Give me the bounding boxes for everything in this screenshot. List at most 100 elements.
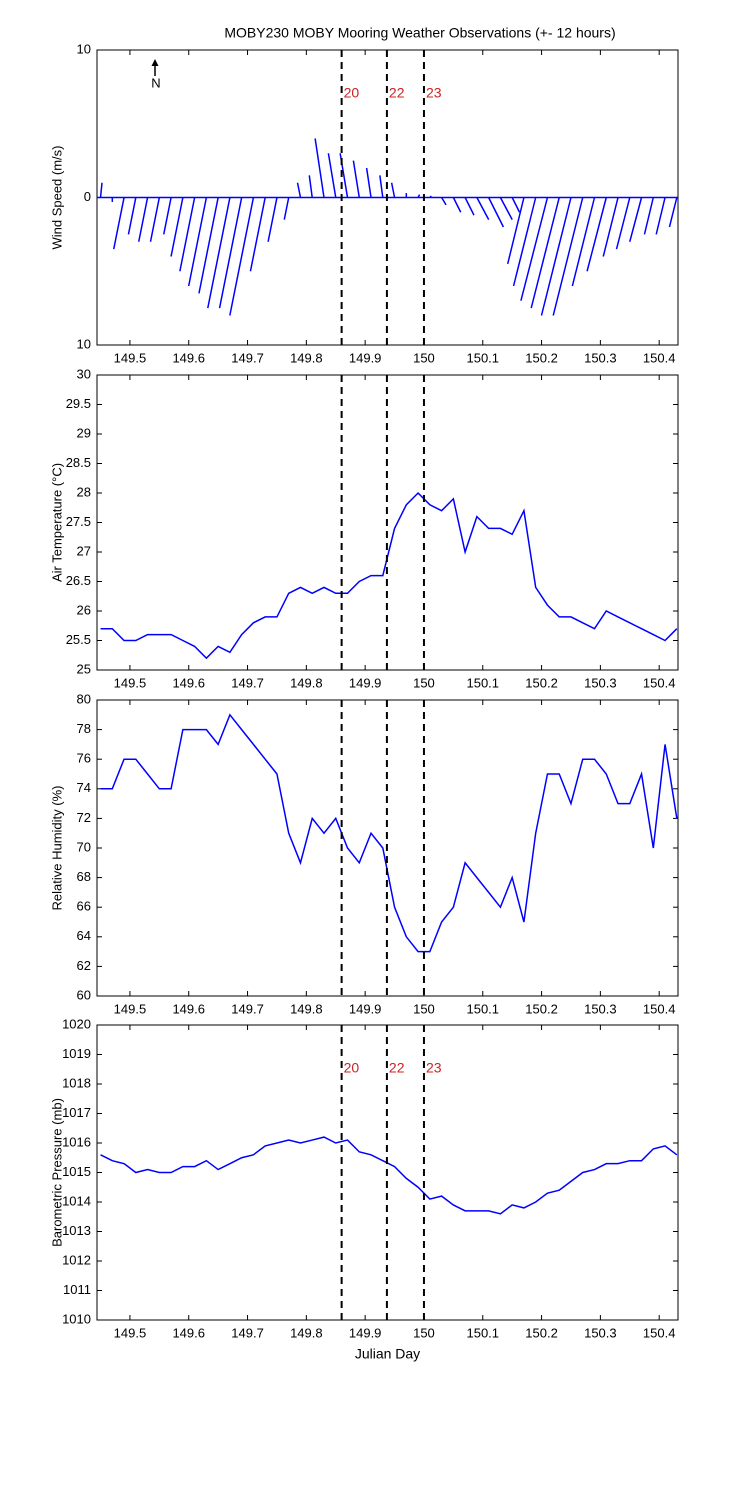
wind-stick: [552, 197, 584, 316]
x-tick-label: 149.5: [114, 1001, 147, 1016]
y-tick-label: 1015: [62, 1164, 91, 1179]
wind-stick: [162, 197, 172, 235]
data-line: [100, 1136, 678, 1215]
x-tick-label: 149.5: [114, 1325, 147, 1340]
y-tick-label: 80: [77, 691, 91, 706]
y-tick-label: 28: [77, 484, 91, 499]
y-tick-label: 76: [77, 751, 91, 766]
wind-stick: [179, 197, 196, 272]
x-tick-label: 149.7: [231, 1325, 264, 1340]
y-tick-label: 1019: [62, 1046, 91, 1061]
wind-stick: [452, 197, 462, 213]
y-tick-label: 1016: [62, 1134, 91, 1149]
x-tick-label: 149.7: [231, 675, 264, 690]
y-tick-label: 66: [77, 899, 91, 914]
event-label: 23: [426, 1060, 442, 1076]
y-axis-label: Relative Humidity (%): [49, 786, 64, 911]
y-tick-label: 70: [77, 839, 91, 854]
x-tick-label: 150.3: [584, 350, 617, 365]
wind-stick: [520, 197, 549, 301]
x-tick-label: 150.4: [643, 1001, 676, 1016]
y-tick-label: 25.5: [66, 632, 91, 647]
x-tick-label: 149.6: [172, 350, 205, 365]
wind-stick: [615, 197, 631, 250]
x-tick-label: 150.1: [466, 1001, 499, 1016]
y-tick-label: 25: [77, 661, 91, 676]
x-tick-label: 149.6: [172, 675, 205, 690]
wind-stick: [540, 197, 572, 316]
y-tick-label: 74: [77, 780, 91, 795]
y-tick-label: 10: [77, 336, 91, 351]
y-tick-label: 78: [77, 721, 91, 736]
event-label: 20: [344, 1060, 360, 1076]
y-tick-label: 1011: [63, 1282, 91, 1297]
wind-stick: [296, 182, 302, 198]
x-tick-label: 149.9: [349, 675, 382, 690]
y-tick-label: 60: [77, 987, 91, 1002]
x-tick-label: 149.9: [349, 350, 382, 365]
x-tick-label: 150.3: [584, 1325, 617, 1340]
x-tick-label: 150.4: [643, 350, 676, 365]
y-tick-label: 1017: [62, 1105, 91, 1120]
event-label: 22: [389, 85, 405, 101]
north-arrow-head: [151, 59, 159, 66]
x-tick-label: 150: [413, 675, 435, 690]
wind-stick: [187, 197, 208, 287]
x-tick-label: 150.3: [584, 1001, 617, 1016]
chart-title: MOBY230 MOBY Mooring Weather Observation…: [224, 25, 615, 41]
y-tick-label: 28.5: [66, 455, 91, 470]
y-axis-label: Air Temperature (°C): [49, 463, 64, 582]
wind-stick: [137, 197, 149, 242]
wind-stick: [390, 182, 396, 198]
x-tick-label: 150: [413, 350, 435, 365]
wind-stick: [417, 194, 421, 198]
y-tick-label: 10: [77, 41, 91, 56]
y-tick-label: 1018: [62, 1075, 91, 1090]
wind-stick: [267, 197, 278, 242]
wind-stick: [571, 197, 596, 287]
x-tick-label: 150.2: [525, 1001, 558, 1016]
wind-stick: [308, 175, 313, 198]
x-tick-label: 149.7: [231, 350, 264, 365]
y-tick-label: 26: [77, 602, 91, 617]
y-tick-label: 68: [77, 869, 91, 884]
wind-stick: [440, 197, 447, 206]
x-tick-label: 149.8: [290, 1325, 323, 1340]
wind-stick: [249, 197, 266, 272]
x-tick-label: 149.6: [172, 1001, 205, 1016]
wind-stick: [499, 197, 513, 220]
wind-stick: [512, 197, 537, 287]
x-tick-label: 149.8: [290, 675, 323, 690]
y-tick-label: 0: [84, 189, 91, 204]
event-label: 22: [389, 1060, 405, 1076]
y-tick-label: 1010: [62, 1311, 91, 1326]
wind-stick: [476, 197, 490, 220]
x-tick-label: 150.2: [525, 350, 558, 365]
x-tick-label: 150: [413, 1001, 435, 1016]
wind-stick: [218, 197, 243, 309]
data-line: [100, 713, 678, 953]
y-tick-label: 29: [77, 425, 91, 440]
y-tick-label: 64: [77, 928, 91, 943]
x-axis-label: Julian Day: [355, 1346, 420, 1362]
wind-stick: [429, 195, 432, 199]
wind-stick: [352, 160, 361, 198]
x-tick-label: 150.2: [525, 675, 558, 690]
wind-stick: [629, 197, 643, 242]
wind-stick: [170, 197, 184, 257]
x-tick-label: 149.5: [114, 675, 147, 690]
y-axis-label: Wind Speed (m/s): [49, 145, 64, 249]
x-tick-label: 150.3: [584, 675, 617, 690]
x-tick-label: 150.2: [525, 1325, 558, 1340]
wind-stick: [149, 197, 161, 242]
x-tick-label: 150: [413, 1325, 435, 1340]
wind-stick: [207, 197, 231, 309]
y-tick-label: 62: [77, 958, 91, 973]
wind-stick: [198, 197, 219, 294]
y-tick-label: 1012: [62, 1252, 91, 1267]
y-tick-label: 27.5: [66, 514, 91, 529]
x-tick-label: 150.4: [643, 1325, 676, 1340]
y-tick-label: 72: [77, 810, 91, 825]
wind-stick: [365, 167, 372, 198]
x-tick-label: 150.4: [643, 675, 676, 690]
